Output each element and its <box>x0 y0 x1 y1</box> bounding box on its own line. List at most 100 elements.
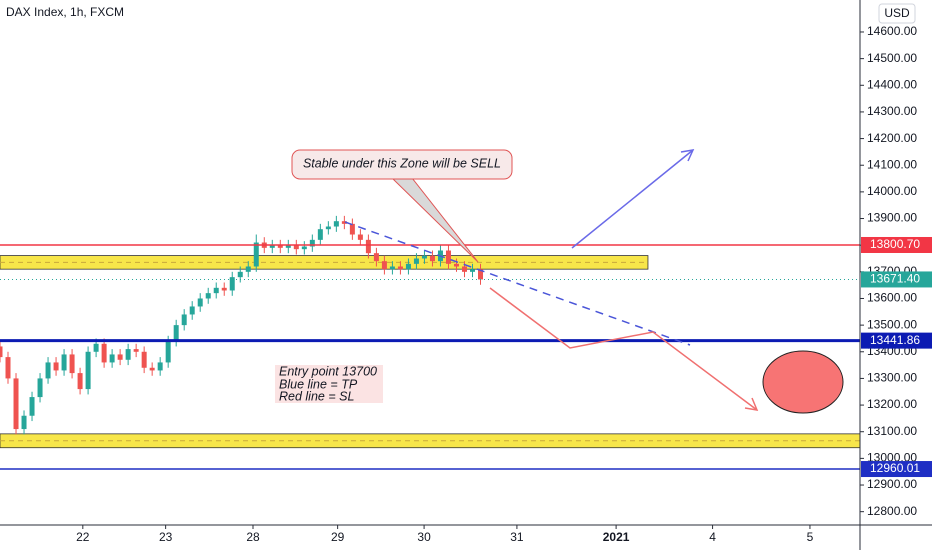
candle-body <box>101 343 107 363</box>
candle-body <box>173 325 179 342</box>
y-tick-label: 14000.00 <box>867 184 917 198</box>
price-badge <box>861 236 932 253</box>
callout-pointer <box>390 177 479 263</box>
candle-body <box>301 246 307 250</box>
candle-body <box>397 266 403 270</box>
tp-arrow <box>571 149 694 249</box>
y-tick-label: 12900.00 <box>867 477 917 491</box>
trend-line <box>344 221 691 346</box>
y-tick-label: 12800.00 <box>867 504 917 518</box>
candle-body <box>478 269 484 280</box>
y-tick-label: 14300.00 <box>867 104 917 118</box>
candle-body <box>229 277 235 291</box>
callout-box <box>291 149 513 180</box>
candle-body <box>61 354 67 371</box>
sl-path <box>489 287 758 411</box>
y-tick-label: 14100.00 <box>867 157 917 171</box>
price-badge <box>861 461 932 478</box>
x-tick-label: 28 <box>246 530 260 544</box>
y-tick-label: 13600.00 <box>867 291 917 305</box>
candle-body <box>5 357 11 379</box>
candle-body <box>333 221 339 227</box>
candle-body <box>213 287 219 294</box>
note-line: Entry point 13700 <box>279 364 377 378</box>
candle-body <box>453 263 459 267</box>
candle-body <box>389 266 395 270</box>
candle-body <box>165 341 171 363</box>
x-tick-label: 22 <box>76 530 90 544</box>
currency-label[interactable]: USD <box>884 6 910 20</box>
x-tick-label: 4 <box>709 530 716 544</box>
candle-body <box>325 226 331 230</box>
candle-body <box>93 343 99 352</box>
callout-text: Stable under this Zone will be SELL <box>303 156 501 170</box>
candle-body <box>181 314 187 326</box>
candle-body <box>341 221 347 224</box>
candle-body <box>13 378 19 430</box>
x-tick-label: 30 <box>417 530 431 544</box>
x-tick-label: 5 <box>807 530 814 544</box>
y-tick-label: 13500.00 <box>867 317 917 331</box>
y-tick-label: 14500.00 <box>867 51 917 65</box>
candle-body <box>21 415 27 430</box>
y-tick-label: 13200.00 <box>867 397 917 411</box>
candle-body <box>429 255 435 262</box>
x-tick-label: 31 <box>510 530 524 544</box>
candle-body <box>349 223 355 235</box>
x-tick-label: 29 <box>331 530 345 544</box>
candle-body <box>197 298 203 307</box>
candle-body <box>365 239 371 254</box>
candle-body <box>293 245 299 250</box>
candle-body <box>461 266 467 272</box>
candle-body <box>149 367 155 371</box>
candle-body <box>237 271 243 278</box>
candle-body <box>421 255 427 259</box>
candle-body <box>157 362 163 371</box>
note-line: Red line = SL <box>279 389 354 403</box>
candle-body <box>373 253 379 262</box>
candle-body <box>0 346 3 358</box>
price-badge <box>861 332 932 349</box>
target-circle <box>762 350 844 414</box>
candle-body <box>85 351 91 390</box>
candle-body <box>53 362 59 371</box>
candle-body <box>285 245 291 248</box>
candle-body <box>133 349 139 352</box>
candle-body <box>309 239 315 247</box>
price-badge-label: 13671.40 <box>870 272 920 286</box>
candle-body <box>189 306 195 315</box>
candle-body <box>29 397 35 416</box>
y-tick-label: 14400.00 <box>867 77 917 91</box>
plot <box>0 215 860 470</box>
note-box <box>275 365 383 403</box>
candle-body <box>69 354 75 374</box>
candle-body <box>413 258 419 264</box>
time-axis-bg <box>0 525 932 550</box>
candle-body <box>109 354 115 363</box>
candle-body <box>221 287 227 291</box>
candle-body <box>445 250 451 264</box>
y-tick-label: 13300.00 <box>867 371 917 385</box>
price-badge-label: 13441.86 <box>870 333 920 347</box>
candle-body <box>125 349 131 360</box>
candle-body <box>381 261 387 270</box>
candle-body <box>45 362 51 379</box>
y-tick-label: 13900.00 <box>867 211 917 225</box>
candle-body <box>277 245 283 248</box>
x-tick-label: 23 <box>159 530 173 544</box>
price-badge-label: 12960.01 <box>870 461 920 475</box>
price-badge <box>861 271 932 288</box>
x-tick-label: 2021 <box>603 530 630 544</box>
axes: 12800.0012900.0013000.0013100.0013200.00… <box>76 24 932 544</box>
candle-body <box>245 266 251 272</box>
currency-button[interactable] <box>878 3 916 24</box>
candle-body <box>253 242 259 267</box>
candle-body <box>469 269 475 272</box>
candle-body <box>37 378 43 398</box>
zone <box>0 255 649 270</box>
y-tick-label: 14200.00 <box>867 131 917 145</box>
candle-body <box>77 373 83 390</box>
price-badge-label: 13800.70 <box>870 237 920 251</box>
